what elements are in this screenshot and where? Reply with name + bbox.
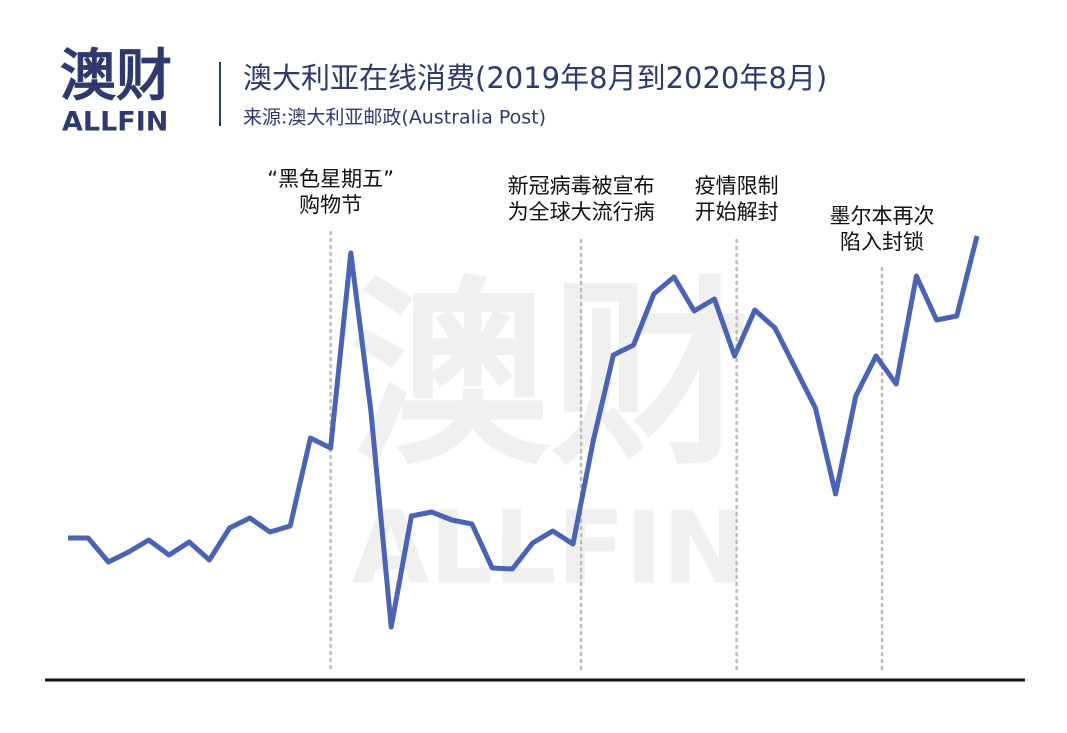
annotation: 新冠病毒被宣布 — [508, 174, 655, 198]
chart-subtitle: 来源:澳大利亚邮政(Australia Post) — [243, 107, 546, 129]
annotation: 购物节 — [299, 193, 362, 217]
chart-title: 澳大利亚在线消费(2019年8月到2020年8月) — [243, 61, 827, 95]
line — [68, 235, 980, 630]
logo: 澳财 — [60, 44, 172, 109]
annotation: 开始解封 — [695, 200, 779, 224]
logo-sub: ALLFIN — [62, 107, 168, 138]
watermark-sub: ALLFIN — [352, 489, 746, 606]
watermark: 澳财 — [350, 260, 750, 493]
annotation: 疫情限制 — [695, 174, 779, 198]
annotation: 墨尔本再次 — [830, 204, 935, 228]
annotation: “黑色星期五” — [267, 167, 394, 191]
annotation: 为全球大流行病 — [508, 200, 655, 224]
annotation: 陷入封锁 — [840, 230, 924, 254]
